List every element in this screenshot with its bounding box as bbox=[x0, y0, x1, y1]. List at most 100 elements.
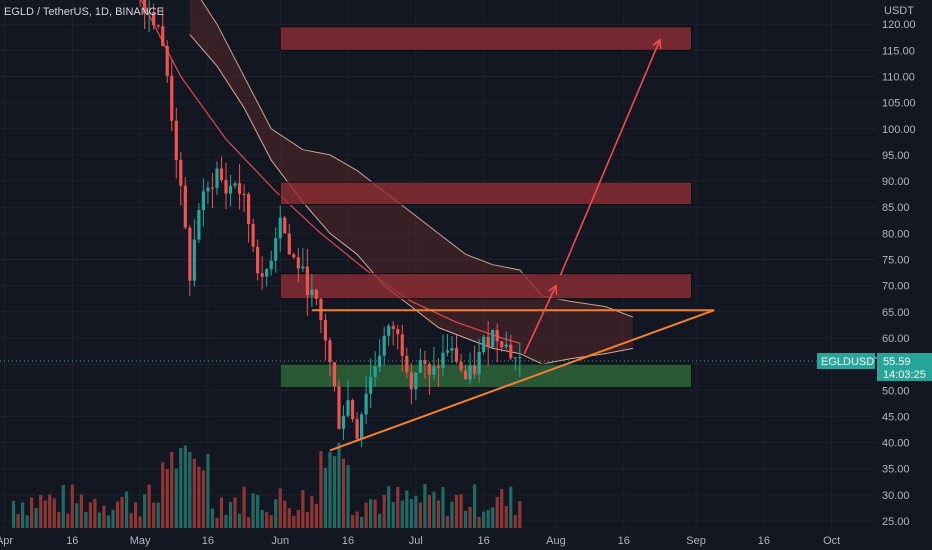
volume-bar bbox=[156, 502, 160, 528]
volume-bar bbox=[400, 500, 404, 528]
volume-bar bbox=[48, 494, 52, 528]
volume-bar bbox=[106, 515, 111, 528]
candle-body bbox=[441, 352, 445, 368]
volume-bar bbox=[52, 498, 56, 528]
y-tick-label: 45.00 bbox=[882, 411, 910, 423]
volume-bar bbox=[409, 498, 413, 528]
volume-bar bbox=[323, 467, 328, 528]
volume-bar bbox=[43, 500, 47, 528]
y-tick-label: 105.00 bbox=[882, 98, 916, 110]
volume-bar bbox=[459, 494, 463, 528]
candle-body bbox=[283, 217, 287, 234]
y-tick-label: 35.00 bbox=[882, 464, 910, 476]
y-tick-label: 70.00 bbox=[882, 281, 910, 293]
y-tick-label: 40.00 bbox=[882, 438, 910, 450]
candle-body bbox=[513, 357, 517, 359]
volume-bar bbox=[414, 495, 418, 528]
volume-bar bbox=[260, 509, 264, 528]
volume-bar bbox=[179, 447, 183, 528]
y-tick-label: 95.00 bbox=[882, 150, 910, 162]
volume-bar bbox=[355, 511, 359, 528]
candle-body bbox=[233, 183, 237, 186]
volume-bar bbox=[61, 485, 65, 528]
volume-bar bbox=[247, 517, 251, 528]
volume-bar bbox=[296, 509, 300, 528]
candle-body bbox=[247, 193, 251, 224]
last-price-label: 55.59 bbox=[883, 356, 911, 368]
volume-bar bbox=[468, 506, 472, 528]
volume-bar bbox=[147, 484, 151, 528]
volume-bar bbox=[454, 494, 459, 528]
candle-body bbox=[387, 325, 391, 336]
candle-body bbox=[355, 419, 359, 439]
candle-body bbox=[396, 329, 400, 335]
volume-bar bbox=[450, 501, 454, 528]
resistance-zone bbox=[279, 26, 693, 51]
candle-body bbox=[174, 120, 178, 160]
candle-body bbox=[183, 185, 187, 228]
symbol-price-tag bbox=[817, 353, 875, 370]
volume-bar bbox=[11, 500, 16, 528]
x-tick-label: 16 bbox=[342, 535, 354, 547]
candle-body bbox=[346, 400, 350, 416]
volume-bar bbox=[111, 509, 115, 528]
volume-bar bbox=[242, 486, 246, 528]
candle-body bbox=[228, 185, 233, 194]
candle-body bbox=[378, 355, 382, 367]
currency-label: USDT bbox=[884, 5, 914, 17]
candle-body bbox=[445, 350, 450, 353]
candle-body bbox=[260, 273, 264, 277]
candle-body bbox=[292, 254, 296, 258]
candle-body bbox=[486, 336, 490, 348]
volume-bar bbox=[233, 497, 237, 528]
candle-body bbox=[170, 75, 174, 121]
volume-bar bbox=[283, 500, 287, 528]
candle-body bbox=[188, 227, 192, 281]
volume-bar bbox=[328, 452, 332, 528]
projection-arrow-line bbox=[559, 39, 661, 276]
x-tick-label: Aug bbox=[546, 535, 566, 547]
cloud-lower-line bbox=[189, 34, 633, 365]
candle-body bbox=[323, 320, 328, 341]
volume-bar bbox=[473, 484, 477, 528]
x-tick-label: 16 bbox=[618, 535, 630, 547]
candle-body bbox=[256, 246, 260, 274]
candle-body bbox=[432, 366, 436, 375]
candle-body bbox=[143, 0, 147, 14]
candle-body bbox=[242, 193, 246, 195]
candle-body bbox=[423, 359, 427, 364]
candle-body bbox=[364, 393, 368, 415]
candle-body bbox=[468, 365, 472, 380]
volume-bar bbox=[251, 493, 255, 528]
x-tick-label: Jun bbox=[271, 535, 289, 547]
candle-body bbox=[296, 257, 300, 269]
candle-body bbox=[382, 335, 386, 356]
plot-group bbox=[0, 0, 876, 532]
volume-bar bbox=[341, 458, 346, 528]
volume-bar bbox=[165, 468, 169, 528]
y-tick-label: 60.00 bbox=[882, 333, 910, 345]
candle-body bbox=[165, 45, 169, 76]
volume-bar bbox=[369, 499, 373, 528]
candle-body bbox=[495, 329, 499, 342]
candle-body bbox=[454, 348, 459, 362]
volume-bar bbox=[256, 494, 260, 528]
volume-bar bbox=[183, 445, 187, 528]
volume-bar bbox=[16, 513, 20, 528]
volume-bar bbox=[30, 497, 34, 528]
volume-bar bbox=[120, 496, 124, 528]
y-tick-label: 50.00 bbox=[882, 385, 910, 397]
volume-bar bbox=[445, 516, 450, 528]
volume-bar bbox=[391, 501, 395, 528]
volume-bar bbox=[228, 502, 233, 528]
volume-bar bbox=[97, 512, 102, 528]
x-tick-label: 16 bbox=[478, 535, 490, 547]
candle-body bbox=[179, 159, 183, 186]
volume-bar bbox=[34, 508, 38, 528]
candle-body bbox=[373, 366, 377, 377]
candle-body bbox=[463, 370, 468, 380]
candle-body bbox=[161, 26, 165, 46]
y-tick-label: 115.00 bbox=[882, 45, 915, 57]
